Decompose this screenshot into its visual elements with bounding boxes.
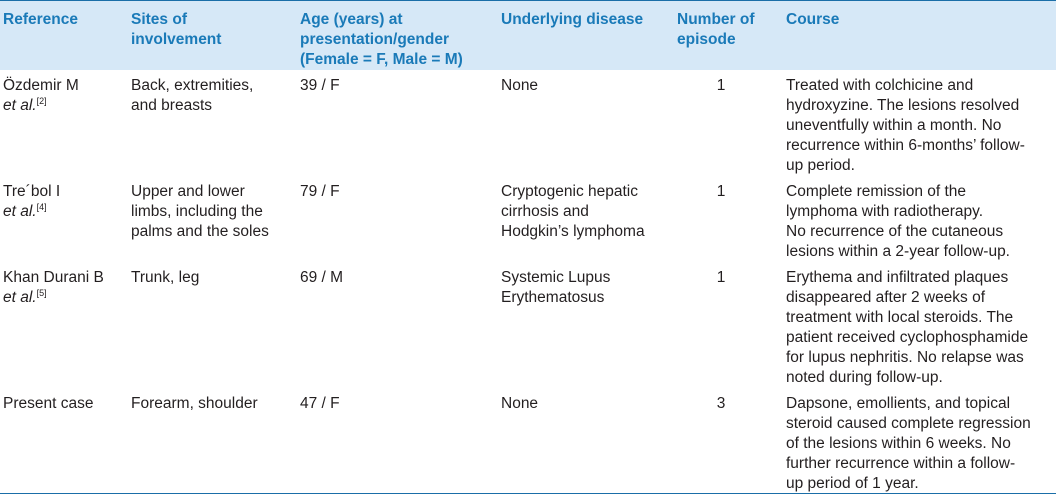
table-header-band bbox=[0, 0, 1056, 70]
reference-citation: [2] bbox=[36, 96, 47, 106]
header-line: Underlying disease bbox=[501, 11, 644, 28]
cell-episodes: 1 bbox=[716, 269, 726, 286]
header-line: presentation/gender bbox=[300, 31, 449, 48]
cell-sites: Forearm, shoulder bbox=[131, 394, 258, 414]
cell-line: Erythema and infiltrated plaques bbox=[786, 269, 1009, 286]
cell-line: Complete remission of the bbox=[786, 183, 967, 200]
cell-line: up period. bbox=[786, 157, 855, 174]
cell-age: 39 / F bbox=[300, 77, 340, 94]
header-line: episode bbox=[677, 31, 736, 48]
cell-line: Treated with colchicine and bbox=[786, 77, 974, 94]
cell-line: None bbox=[501, 77, 539, 94]
cell-line: No recurrence of the cutaneous bbox=[786, 223, 1004, 240]
cell-episodes: 1 bbox=[716, 77, 726, 94]
cell-line: palms and the soles bbox=[131, 223, 269, 240]
cell-line: noted during follow-up. bbox=[786, 369, 943, 386]
cell-course: Dapsone, emollients, and topical steroid… bbox=[786, 394, 1031, 494]
header-line: Reference bbox=[3, 11, 78, 28]
cell-line: None bbox=[501, 395, 539, 412]
cell-sites: Upper and lower limbs, including the pal… bbox=[131, 182, 269, 242]
cell-line: steroid caused complete regression bbox=[786, 415, 1031, 432]
cell-line: recurrence within 6-months’ follow- bbox=[786, 137, 1025, 154]
cell-episodes: 3 bbox=[716, 395, 726, 412]
cell-line: cirrhosis and bbox=[501, 203, 589, 220]
cell-age: 69 / M bbox=[300, 269, 344, 286]
cell-reference: Khan Durani B et al.[5] bbox=[3, 268, 104, 308]
cell-disease: Cryptogenic hepatic cirrhosis and Hodgki… bbox=[501, 182, 645, 242]
reference-author: Present case bbox=[3, 395, 94, 412]
cell-line: Upper and lower bbox=[131, 183, 245, 200]
cell-line: and breasts bbox=[131, 97, 212, 114]
bottom-rule bbox=[0, 493, 1056, 494]
cell-course: Erythema and infiltrated plaques disappe… bbox=[786, 268, 1028, 388]
cell-line: uneventfully within a month. No bbox=[786, 117, 1002, 134]
cell-line: up period of 1 year. bbox=[786, 475, 919, 492]
cell-reference: Tre´bol I et al.[4] bbox=[3, 182, 60, 222]
header-disease: Underlying disease bbox=[501, 10, 643, 30]
cell-line: lesions within a 2-year follow-up. bbox=[786, 243, 1010, 260]
cell-course: Complete remission of the lymphoma with … bbox=[786, 182, 1010, 262]
cell-course: Treated with colchicine and hydroxyzine.… bbox=[786, 76, 1025, 176]
cell-sites: Trunk, leg bbox=[131, 268, 199, 288]
cell-line: Trunk, leg bbox=[131, 269, 200, 286]
cell-line: further recurrence within a follow- bbox=[786, 455, 1016, 472]
header-sites: Sites of involvement bbox=[131, 10, 221, 50]
cell-line: Cryptogenic hepatic bbox=[501, 183, 638, 200]
cell-disease: None bbox=[501, 76, 538, 96]
reference-citation: [4] bbox=[36, 202, 47, 212]
header-line: Number of bbox=[677, 11, 755, 28]
cell-line: hydroxyzine. The lesions resolved bbox=[786, 97, 1020, 114]
header-line: involvement bbox=[131, 31, 222, 48]
reference-author: Khan Durani B bbox=[3, 269, 104, 286]
cell-age: 79 / F bbox=[300, 183, 340, 200]
reference-etal: et al. bbox=[3, 289, 37, 306]
cell-disease: None bbox=[501, 394, 538, 414]
reference-etal: et al. bbox=[3, 203, 37, 220]
cell-reference: Özdemir M et al.[2] bbox=[3, 76, 79, 116]
reference-author: Tre´bol I bbox=[3, 183, 61, 200]
cell-line: limbs, including the bbox=[131, 203, 263, 220]
cell-line: Hodgkin’s lymphoma bbox=[501, 223, 645, 240]
cell-line: Systemic Lupus bbox=[501, 269, 611, 286]
cell-line: Forearm, shoulder bbox=[131, 395, 258, 412]
reference-citation: [5] bbox=[36, 288, 47, 298]
cell-age: 47 / F bbox=[300, 395, 340, 412]
cell-line: patient received cyclophosphamide bbox=[786, 329, 1029, 346]
cell-episodes: 1 bbox=[716, 183, 726, 200]
cell-disease: Systemic Lupus Erythematosus bbox=[501, 268, 610, 308]
header-line: (Female = F, Male = M) bbox=[300, 51, 463, 68]
cell-line: for lupus nephritis. No relapse was bbox=[786, 349, 1024, 366]
header-line: Sites of bbox=[131, 11, 187, 28]
cell-line: Dapsone, emollients, and topical bbox=[786, 395, 1011, 412]
cell-line: of the lesions within 6 weeks. No bbox=[786, 435, 1011, 452]
cell-line: treatment with local steroids. The bbox=[786, 309, 1014, 326]
cell-line: disappeared after 2 weeks of bbox=[786, 289, 986, 306]
top-rule bbox=[0, 0, 1056, 1]
header-line: Age (years) at bbox=[300, 11, 403, 28]
cell-reference: Present case bbox=[3, 394, 93, 414]
header-course: Course bbox=[786, 10, 839, 30]
reference-etal: et al. bbox=[3, 97, 37, 114]
cell-line: Erythematosus bbox=[501, 289, 605, 306]
cell-line: Back, extremities, bbox=[131, 77, 254, 94]
header-episodes: Number of episode bbox=[677, 10, 755, 50]
header-age: Age (years) at presentation/gender (Fema… bbox=[300, 10, 463, 70]
cell-sites: Back, extremities, and breasts bbox=[131, 76, 253, 116]
reference-author: Özdemir M bbox=[3, 77, 79, 94]
cell-line: lymphoma with radiotherapy. bbox=[786, 203, 983, 220]
header-reference: Reference bbox=[3, 10, 78, 30]
header-line: Course bbox=[786, 11, 840, 28]
